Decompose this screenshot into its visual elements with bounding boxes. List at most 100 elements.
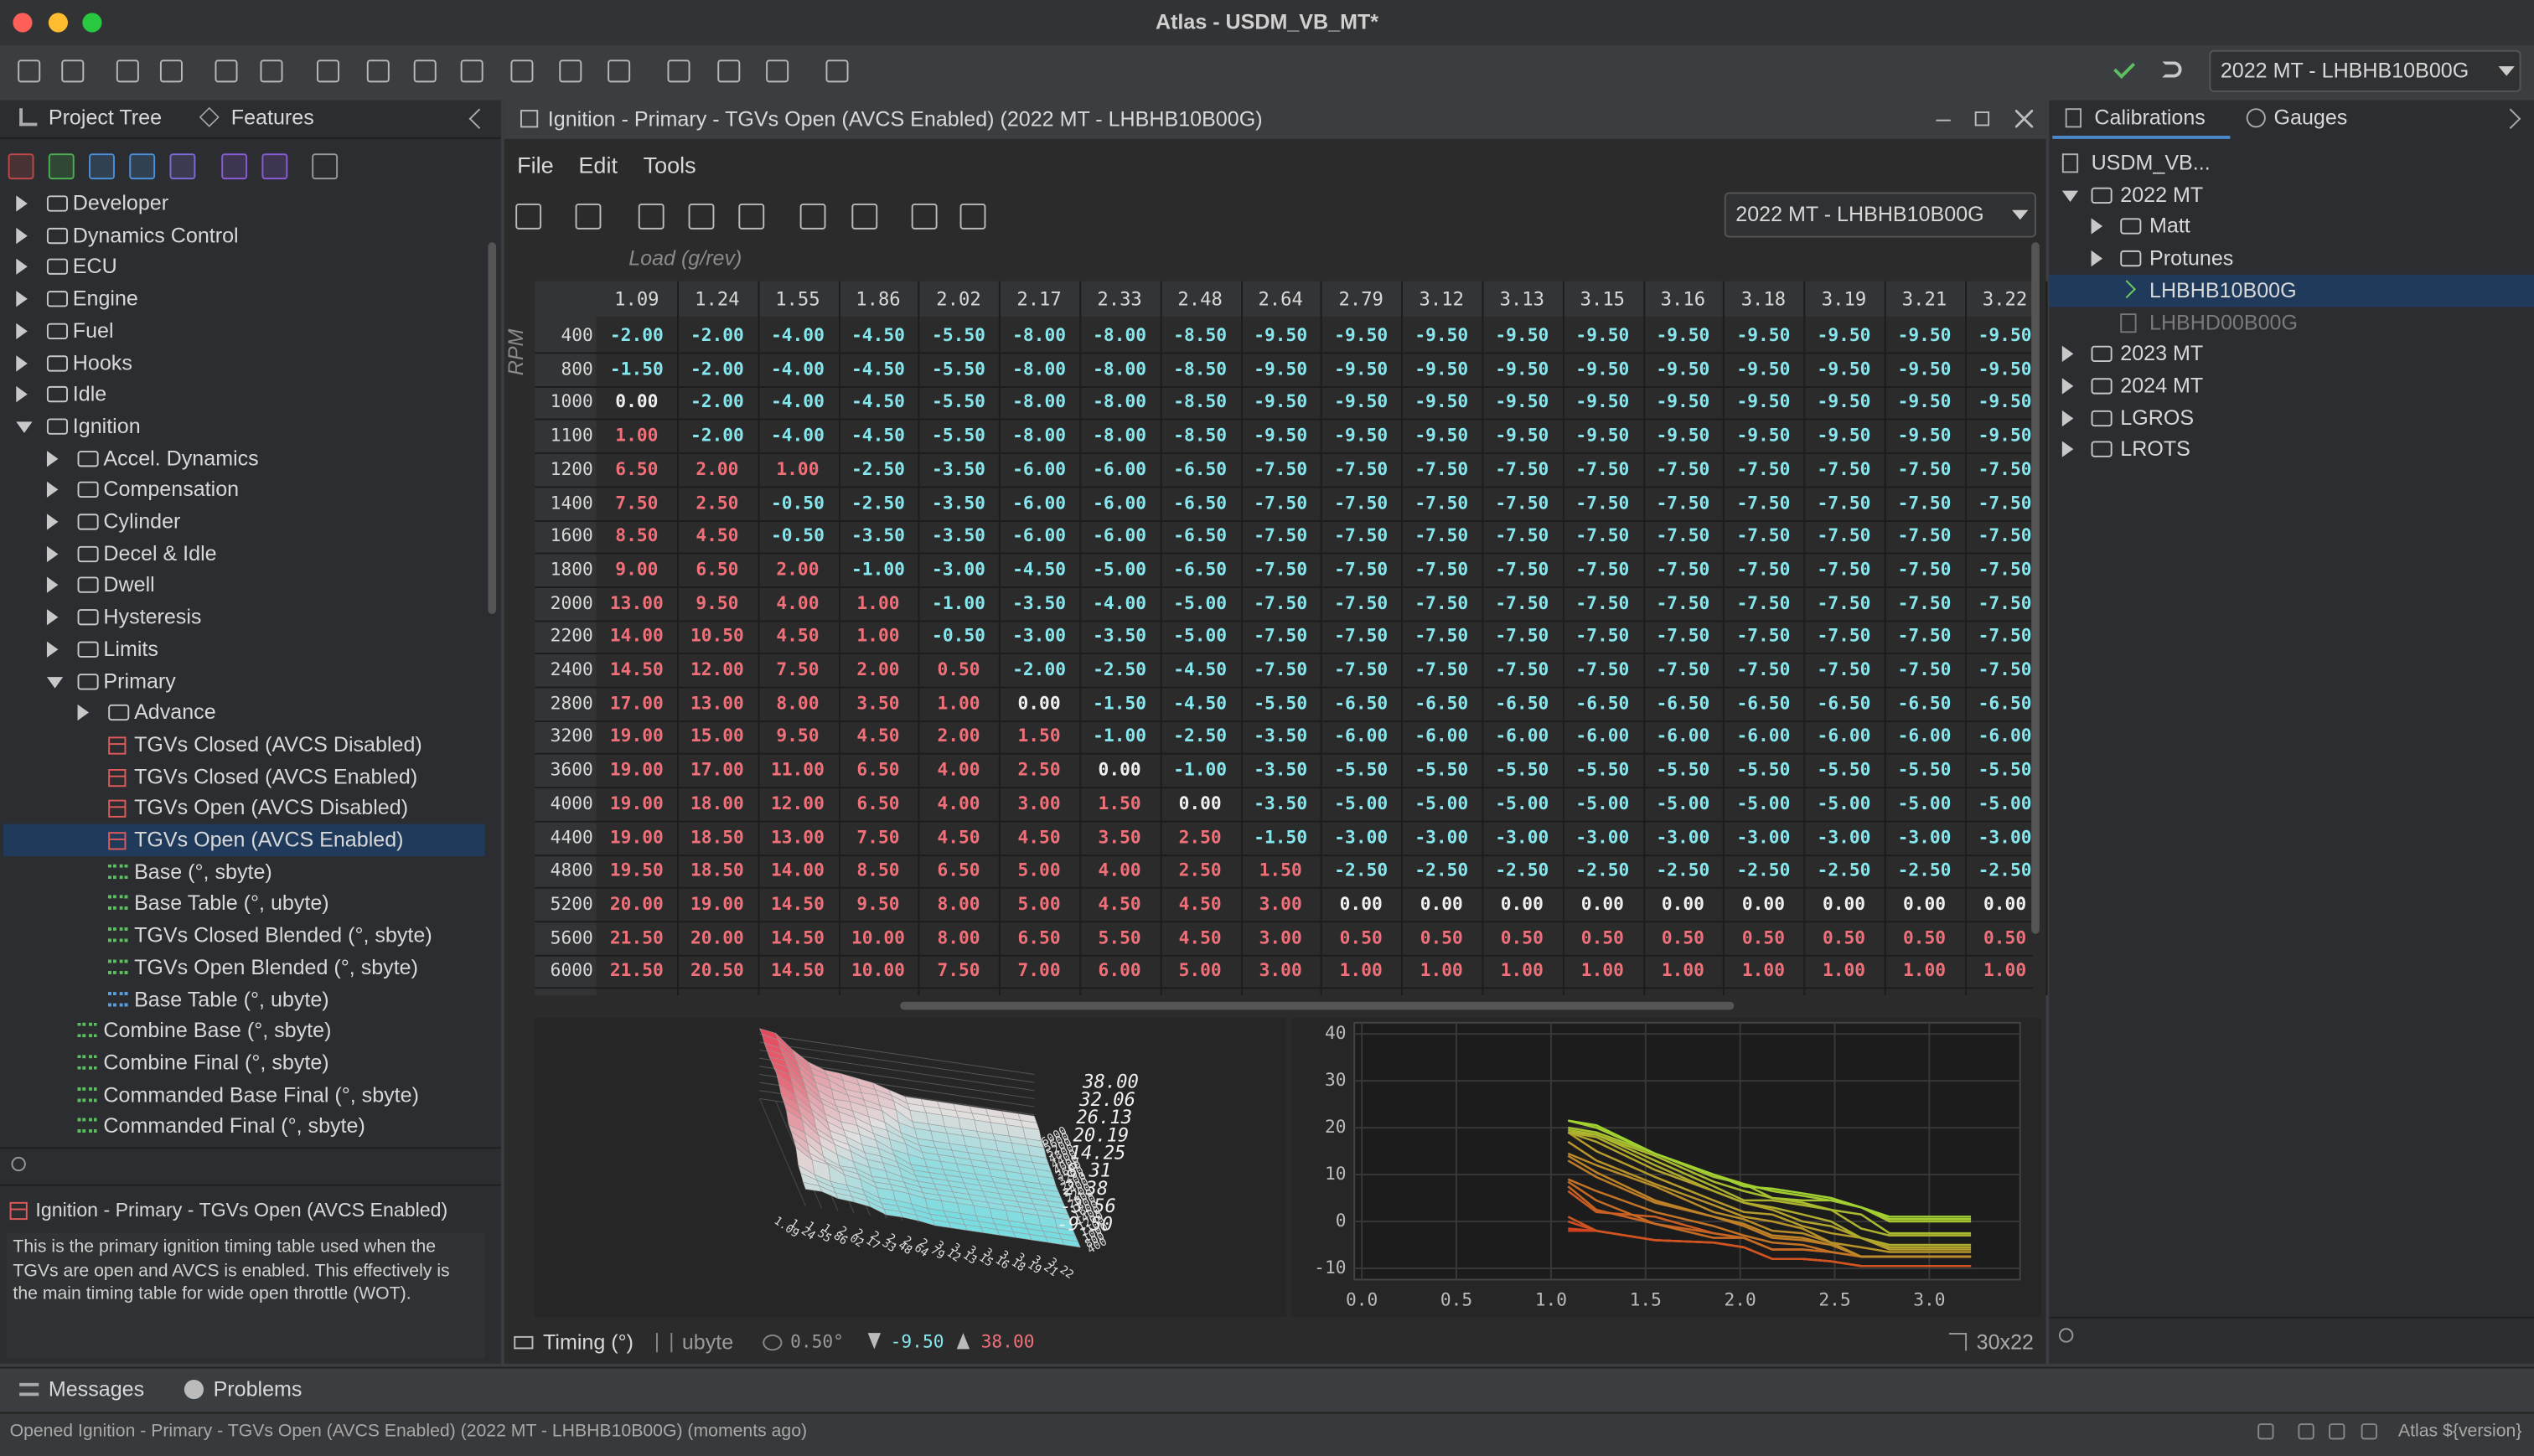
table-cell[interactable]: -8.00 — [1012, 391, 1067, 413]
table-cell[interactable]: 8.50 — [615, 525, 659, 547]
table-cell[interactable]: -3.00 — [932, 559, 985, 581]
table-cell[interactable]: 6.50 — [856, 793, 900, 814]
table-cell[interactable]: -5.50 — [1978, 759, 2032, 781]
table-cell[interactable]: 19.00 — [609, 759, 664, 781]
tree-item[interactable]: TGVs Open (AVCS Disabled) — [134, 795, 409, 820]
table-cell[interactable]: -7.50 — [1897, 592, 1952, 614]
tree-item[interactable]: Base Table (°, ubyte) — [134, 891, 329, 916]
table-cell[interactable]: -5.50 — [1817, 759, 1871, 781]
table-cell[interactable]: -7.50 — [1978, 592, 2032, 614]
tree-toggle[interactable] — [2061, 410, 2074, 426]
table-cell[interactable]: 5.00 — [1017, 860, 1061, 881]
table-cell[interactable]: -5.50 — [932, 358, 985, 379]
table-cell[interactable]: -7.50 — [1495, 658, 1549, 680]
table-cell[interactable]: -7.50 — [1978, 625, 2032, 648]
table-cell[interactable]: -1.00 — [932, 592, 985, 614]
table-cell[interactable]: 13.00 — [690, 692, 744, 714]
menu-item[interactable]: Edit — [578, 152, 618, 178]
table-cell[interactable]: -4.00 — [770, 358, 825, 379]
table-cell[interactable]: -7.50 — [1334, 492, 1389, 514]
tree-toggle[interactable] — [2091, 219, 2103, 235]
table-cell[interactable]: 2.50 — [1017, 759, 1061, 781]
table-cell[interactable]: 18.00 — [690, 793, 744, 814]
table-cell[interactable]: -2.50 — [1575, 860, 1630, 881]
table-cell[interactable]: -7.50 — [1978, 458, 2032, 480]
toolbar-button[interactable] — [608, 59, 631, 83]
table-cell[interactable]: -6.00 — [1093, 458, 1147, 480]
table-cell[interactable]: -6.00 — [1736, 725, 1791, 747]
table-cell[interactable]: 1.00 — [1661, 960, 1704, 982]
table-cell[interactable]: -5.00 — [1897, 793, 1952, 814]
table-cell[interactable]: -9.50 — [1495, 425, 1549, 447]
table-cell[interactable]: 4.00 — [1098, 860, 1141, 881]
table-cell[interactable]: 1.50 — [1017, 725, 1061, 747]
table-cell[interactable]: -8.00 — [1093, 391, 1147, 413]
table-cell[interactable]: 4.50 — [937, 826, 980, 848]
table-cell[interactable]: -7.50 — [1817, 559, 1871, 581]
table-cell[interactable]: -7.50 — [1656, 658, 1710, 680]
tree-toggle[interactable] — [2061, 378, 2074, 395]
tree-toggle[interactable] — [46, 676, 64, 688]
table-cell[interactable]: -7.50 — [1736, 458, 1791, 480]
table-cell[interactable]: -9.50 — [1495, 358, 1549, 379]
table-cell[interactable]: -5.50 — [1254, 692, 1308, 714]
table-cell[interactable]: -9.50 — [1736, 391, 1791, 413]
table-cell[interactable]: -7.50 — [1414, 658, 1469, 680]
table-cell[interactable]: -3.00 — [1978, 826, 2032, 848]
table-cell[interactable]: -2.00 — [690, 425, 744, 447]
table-cell[interactable]: -7.50 — [1414, 625, 1469, 648]
tree-toggle[interactable] — [46, 450, 59, 467]
table-cell[interactable]: -6.50 — [1656, 692, 1710, 714]
table-cell[interactable]: 7.50 — [615, 492, 659, 514]
tree-item[interactable]: LHBHD00B00G — [2149, 309, 2299, 334]
table-cell[interactable]: -8.00 — [1012, 324, 1067, 346]
table-cell[interactable]: -7.50 — [1897, 658, 1952, 680]
table-cell[interactable]: 6.50 — [856, 759, 900, 781]
table-cell[interactable]: 12.00 — [690, 658, 744, 680]
tree-item[interactable]: Cylinder — [103, 509, 181, 534]
table-cell[interactable]: -7.50 — [1334, 559, 1389, 581]
table-cell[interactable]: -7.50 — [1334, 658, 1389, 680]
tree-item[interactable]: Dynamics Control — [72, 222, 239, 247]
table-cell[interactable]: 4.00 — [937, 759, 980, 781]
table-cell[interactable]: 5.00 — [1017, 893, 1061, 915]
tree-toggle[interactable] — [16, 323, 28, 339]
table-cell[interactable]: 1.00 — [1822, 960, 1866, 982]
toolbar-button[interactable] — [413, 59, 437, 83]
toolbar-button[interactable] — [717, 59, 741, 83]
table-cell[interactable]: 19.50 — [609, 860, 664, 881]
editor-tool[interactable] — [638, 203, 665, 230]
table-cell[interactable]: -9.50 — [1414, 358, 1469, 379]
table-cell[interactable]: 4.50 — [776, 625, 820, 648]
table-cell[interactable]: 0.50 — [937, 658, 980, 680]
table-cell[interactable]: -9.50 — [1736, 358, 1791, 379]
table-cell[interactable]: 8.00 — [937, 927, 980, 948]
close[interactable] — [2014, 110, 2034, 128]
zoom-button[interactable] — [82, 13, 102, 33]
tree-toggle[interactable] — [16, 354, 28, 371]
table-cell[interactable]: -7.50 — [1817, 592, 1871, 614]
table-cell[interactable]: -4.50 — [851, 358, 905, 379]
table-cell[interactable]: -6.00 — [1093, 492, 1147, 514]
table-cell[interactable]: -7.50 — [1656, 525, 1710, 547]
table-cell[interactable]: 20.00 — [609, 893, 664, 915]
table-cell[interactable]: -4.50 — [851, 425, 905, 447]
table-cell[interactable]: -9.50 — [1897, 324, 1952, 346]
table-cell[interactable]: -2.50 — [1495, 860, 1549, 881]
table-cell[interactable]: -0.50 — [770, 525, 825, 547]
table-cell[interactable]: -2.50 — [1093, 658, 1147, 680]
table-cell[interactable]: -9.50 — [1817, 425, 1871, 447]
table-cell[interactable]: -7.50 — [1575, 592, 1630, 614]
table-cell[interactable]: -9.50 — [1414, 391, 1469, 413]
table-cell[interactable]: 14.00 — [609, 625, 664, 648]
table-cell[interactable]: -9.50 — [1656, 324, 1710, 346]
table-cell[interactable]: -9.50 — [1254, 358, 1308, 379]
table-cell[interactable]: 10.00 — [851, 927, 905, 948]
table-cell[interactable]: -7.50 — [1897, 625, 1952, 648]
tree-toggle[interactable] — [46, 514, 59, 530]
table-cell[interactable]: -9.50 — [1334, 425, 1389, 447]
toolbar-button[interactable] — [366, 59, 390, 83]
table-cell[interactable]: -7.50 — [1656, 559, 1710, 581]
table-cell[interactable]: -6.00 — [1656, 725, 1710, 747]
table-cell[interactable]: -5.00 — [1093, 559, 1147, 581]
